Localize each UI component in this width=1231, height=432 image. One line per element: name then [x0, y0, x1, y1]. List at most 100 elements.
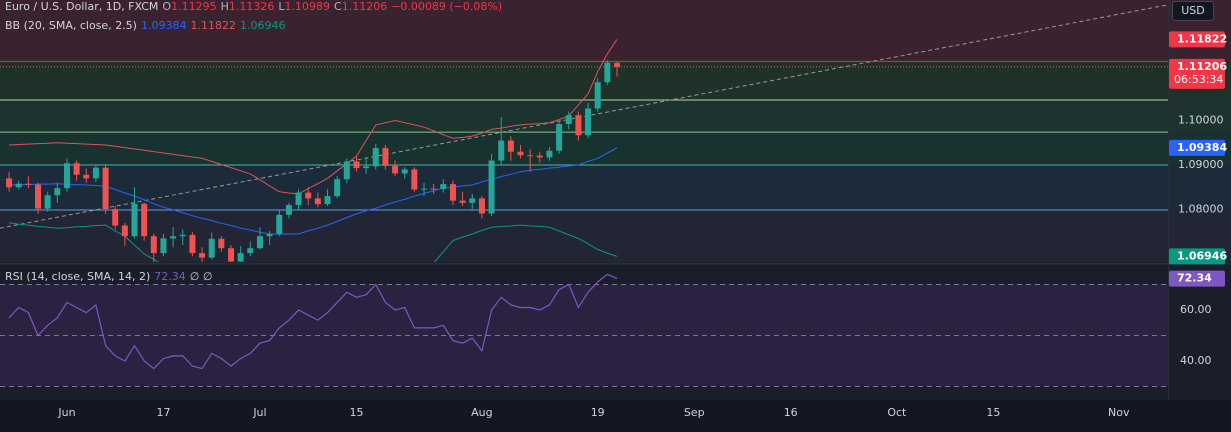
candle-body	[141, 203, 148, 237]
candle-body	[498, 140, 505, 161]
rsi-last-label: 72.34	[1177, 272, 1212, 285]
candle-body	[449, 184, 456, 201]
candle-body	[478, 198, 485, 214]
ohlc-key: O	[162, 0, 172, 13]
candle-body	[199, 253, 206, 258]
candle-body	[372, 148, 379, 167]
currency-button[interactable]: USD	[1172, 1, 1214, 21]
x-tick-label: 17	[156, 406, 170, 419]
x-tick-label: Jun	[57, 406, 75, 419]
candle-body	[469, 198, 476, 203]
ohlc-key: H	[220, 0, 229, 13]
candle-body	[363, 166, 370, 169]
bb-line	[9, 39, 618, 195]
rsi-extra: ∅ ∅	[189, 270, 213, 283]
y-tick-label: 1.08000	[1178, 202, 1224, 215]
candle-body	[527, 155, 534, 157]
candle-body	[334, 179, 341, 197]
candle-body	[92, 167, 99, 179]
candle-body	[218, 238, 225, 249]
change: −0.00089 (−0.08%)	[391, 0, 503, 13]
bb-line	[9, 222, 618, 262]
candle-body	[160, 238, 167, 254]
candle-body	[585, 108, 592, 136]
candle-body	[15, 183, 22, 188]
candle-body	[430, 188, 437, 190]
candle-body	[247, 248, 254, 254]
candle-body	[507, 140, 514, 152]
candle-body	[556, 124, 563, 151]
bb-lower-label: 1.06946	[1177, 249, 1227, 262]
ohlc-key: C	[334, 0, 342, 13]
bb-legend: BB (20, SMA, close, 2.5) 1.09384 1.11822…	[5, 19, 285, 32]
candle-body	[237, 253, 244, 262]
candle-body	[575, 115, 582, 136]
rsi-line	[8, 273, 618, 370]
candle-body	[170, 236, 177, 239]
ohlc-value: 1.11326	[228, 0, 275, 13]
candle-body	[131, 203, 138, 237]
bb-upper-label: 1.11822	[1177, 32, 1227, 45]
candle-body	[63, 163, 70, 189]
candle-body	[35, 184, 42, 209]
zone	[0, 61, 1231, 101]
candle-body	[285, 205, 292, 215]
bb-lower-label-box	[1169, 248, 1225, 265]
trend-line	[0, 4, 1168, 229]
candle-body	[440, 184, 447, 190]
candle-body	[314, 198, 321, 205]
bb-value: 1.06946	[239, 19, 286, 32]
candle-body	[266, 233, 273, 237]
candle-body	[256, 236, 263, 249]
candle-body	[150, 236, 157, 254]
candle-body	[83, 174, 90, 179]
candle-body	[208, 238, 215, 258]
rsi-title: RSI (14, close, SMA, 14, 2)	[5, 270, 151, 283]
rsi-tick-label: 60.00	[1180, 303, 1212, 316]
candle-body	[604, 62, 611, 83]
price-legend: Euro / U.S. Dollar, 1D, FXCM O1.11295 H1…	[5, 0, 502, 13]
x-tick-label: 15	[986, 406, 1000, 419]
candle-body	[488, 160, 495, 214]
symbol-title: Euro / U.S. Dollar, 1D, FXCM	[5, 0, 159, 13]
bb-value: 1.09384	[140, 19, 187, 32]
candle-body	[295, 192, 302, 206]
candle-body	[102, 167, 109, 210]
zone	[0, 0, 1231, 62]
candle-body	[25, 183, 32, 185]
countdown: 06:53:34	[1174, 73, 1223, 86]
bb-upper-label-box	[1169, 31, 1225, 48]
candle-body	[73, 163, 80, 175]
bb-basis-label-box	[1169, 139, 1225, 156]
candle-body	[44, 195, 51, 209]
candle-body	[594, 82, 601, 109]
x-tick-label: Nov	[1108, 406, 1130, 419]
candle-body	[343, 161, 350, 180]
last-price-box	[1169, 58, 1225, 89]
ohlc-value: 1.10989	[284, 0, 331, 13]
candle-body	[614, 62, 621, 67]
time-axis-bg	[0, 400, 1231, 432]
bb-line	[9, 147, 618, 235]
candle-body	[382, 148, 389, 166]
zone	[0, 100, 1231, 133]
candle-body	[517, 151, 524, 156]
candle-body	[536, 155, 543, 158]
x-tick-label: Oct	[887, 406, 907, 419]
candle-body	[228, 248, 235, 262]
zone	[0, 164, 1231, 210]
y-tick-label: 1.10000	[1178, 113, 1224, 126]
rsi-last-label-box	[1169, 270, 1225, 287]
x-tick-label: 15	[349, 406, 363, 419]
candle-body	[6, 178, 13, 188]
candle-body	[565, 115, 572, 125]
candle-body	[392, 165, 399, 174]
candle-body	[411, 169, 418, 190]
bb-basis-label: 1.09384	[1177, 141, 1227, 154]
candle-body	[276, 214, 283, 234]
candle-body	[54, 188, 61, 196]
x-tick-label: Sep	[684, 406, 705, 419]
candle-body	[121, 225, 128, 237]
